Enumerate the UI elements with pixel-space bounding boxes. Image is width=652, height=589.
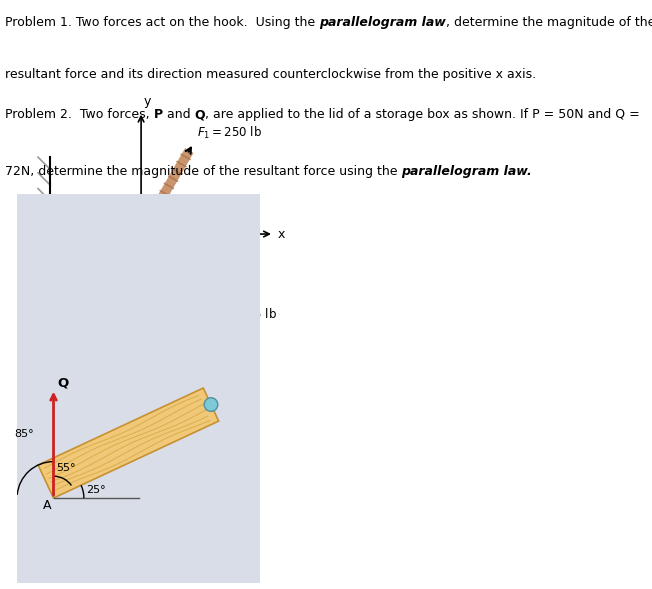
Text: and: and	[163, 108, 194, 121]
Circle shape	[116, 209, 166, 259]
Text: , are applied to the lid of a storage box as shown. If P = 50N and Q =: , are applied to the lid of a storage bo…	[205, 108, 640, 121]
Text: parallelogram law.: parallelogram law.	[402, 165, 532, 178]
Circle shape	[127, 220, 155, 248]
Text: Problem 2.  Two forces,: Problem 2. Two forces,	[5, 108, 154, 121]
Text: Problem 1. Two forces act on the hook.  Using the: Problem 1. Two forces act on the hook. U…	[5, 16, 319, 29]
Text: x: x	[277, 227, 285, 240]
Text: 85°: 85°	[14, 429, 35, 439]
Text: resultant force and its direction measured counterclockwise from the positive x : resultant force and its direction measur…	[5, 68, 536, 81]
Text: $F_2 = 375$ lb: $F_2 = 375$ lb	[212, 307, 277, 323]
Text: 72N, determine the magnitude of the resultant force using the: 72N, determine the magnitude of the resu…	[5, 165, 402, 178]
Text: , determine the magnitude of the: , determine the magnitude of the	[446, 16, 652, 29]
Text: 25°: 25°	[86, 485, 106, 495]
Text: A: A	[42, 499, 51, 512]
Text: Q: Q	[57, 376, 68, 389]
Text: 45°: 45°	[164, 249, 183, 259]
Text: Q: Q	[194, 108, 205, 121]
Bar	[50, 228, 120, 240]
Polygon shape	[38, 388, 218, 498]
Text: P: P	[154, 108, 163, 121]
Circle shape	[204, 398, 218, 411]
Text: 30°: 30°	[108, 196, 127, 206]
Text: y: y	[144, 95, 151, 108]
Text: parallelogram law: parallelogram law	[319, 16, 446, 29]
Text: $F_1 = 250$ lb: $F_1 = 250$ lb	[197, 125, 262, 141]
Text: 55°: 55°	[56, 464, 76, 474]
